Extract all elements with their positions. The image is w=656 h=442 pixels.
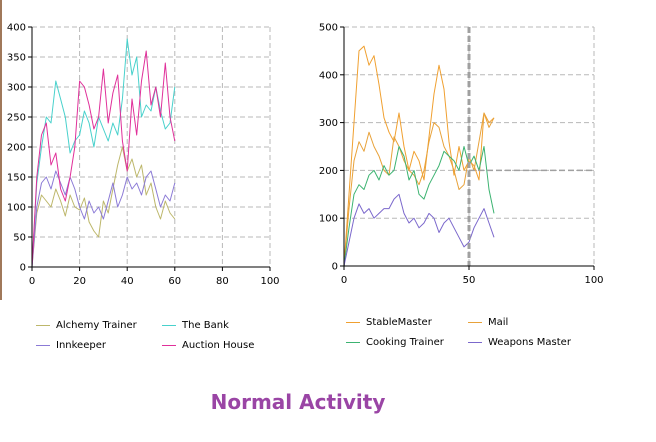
legend-item-mail: Mail <box>468 317 508 328</box>
legend-swatch <box>468 342 482 343</box>
x-tick-label: 80 <box>216 276 229 287</box>
legend-label: The Bank <box>182 320 229 331</box>
legend-label: Alchemy Trainer <box>56 320 137 331</box>
legend-item-cooking-trainer: Cooking Trainer <box>346 337 444 348</box>
legend-label: Cooking Trainer <box>366 337 444 348</box>
series-line-the-bank <box>31 38 176 268</box>
x-tick-label: 0 <box>29 276 35 287</box>
y-tick-label: 150 <box>7 173 26 184</box>
y-tick-label: 400 <box>319 70 338 81</box>
x-tick-label: 100 <box>260 276 279 287</box>
legend-swatch <box>162 325 176 326</box>
y-tick-label: 100 <box>319 214 338 225</box>
legend-swatch <box>36 325 50 326</box>
caption: Normal Activity <box>210 390 386 414</box>
left-chart: 0 50 100 150 200 250 300 350 400 0 20 40 60 80 100 <box>7 23 280 288</box>
legend-label: StableMaster <box>366 317 432 328</box>
legend-swatch <box>346 342 360 343</box>
y-tick-label: 0 <box>20 263 26 274</box>
right-chart: 0 100 200 300 400 500 0 50 100 <box>319 23 604 287</box>
y-tick-label: 500 <box>319 23 338 34</box>
y-tick-label: 300 <box>7 83 26 94</box>
legend-swatch <box>162 345 176 346</box>
y-tick-label: 200 <box>7 143 26 154</box>
legend-item-weapons-master: Weapons Master <box>468 337 571 348</box>
y-tick-label: 200 <box>319 166 338 177</box>
y-tick-label: 0 <box>332 262 338 273</box>
y-tick-label: 250 <box>7 113 26 124</box>
y-tick-label: 350 <box>7 53 26 64</box>
plot-area <box>32 27 270 267</box>
legend-item-alchemy-trainer: Alchemy Trainer <box>36 320 137 331</box>
legend-label: Auction House <box>182 340 255 351</box>
series-line-alchemy-trainer <box>31 146 176 268</box>
legend-item-auction-house: Auction House <box>162 340 254 351</box>
x-tick-label: 40 <box>121 276 134 287</box>
y-tick-label: 300 <box>319 118 338 129</box>
legend-swatch <box>346 322 360 323</box>
legend-swatch <box>36 345 50 346</box>
x-tick-label: 60 <box>168 276 181 287</box>
legend-item-the-bank: The Bank <box>162 320 229 331</box>
legend-item-innkeeper: Innkeeper <box>36 340 106 351</box>
legend-swatch <box>468 322 482 323</box>
series-line-stablemaster <box>343 45 495 267</box>
series-line-weapons-master <box>343 193 495 267</box>
y-tick-label: 400 <box>7 23 26 34</box>
x-tick-label: 100 <box>584 275 603 286</box>
legend-label: Innkeeper <box>56 340 106 351</box>
x-tick-label: 20 <box>73 276 86 287</box>
y-tick-label: 100 <box>7 203 26 214</box>
legend-label: Mail <box>488 317 509 328</box>
series-line-innkeeper <box>31 170 176 268</box>
series-line-auction-house <box>31 50 176 268</box>
legend-label: Weapons Master <box>488 337 571 348</box>
window-left-border <box>0 0 2 300</box>
x-tick-label: 50 <box>463 275 476 286</box>
y-tick-label: 50 <box>13 233 26 244</box>
legend-item-stablemaster: StableMaster <box>346 317 432 328</box>
x-tick-label: 0 <box>341 275 347 286</box>
